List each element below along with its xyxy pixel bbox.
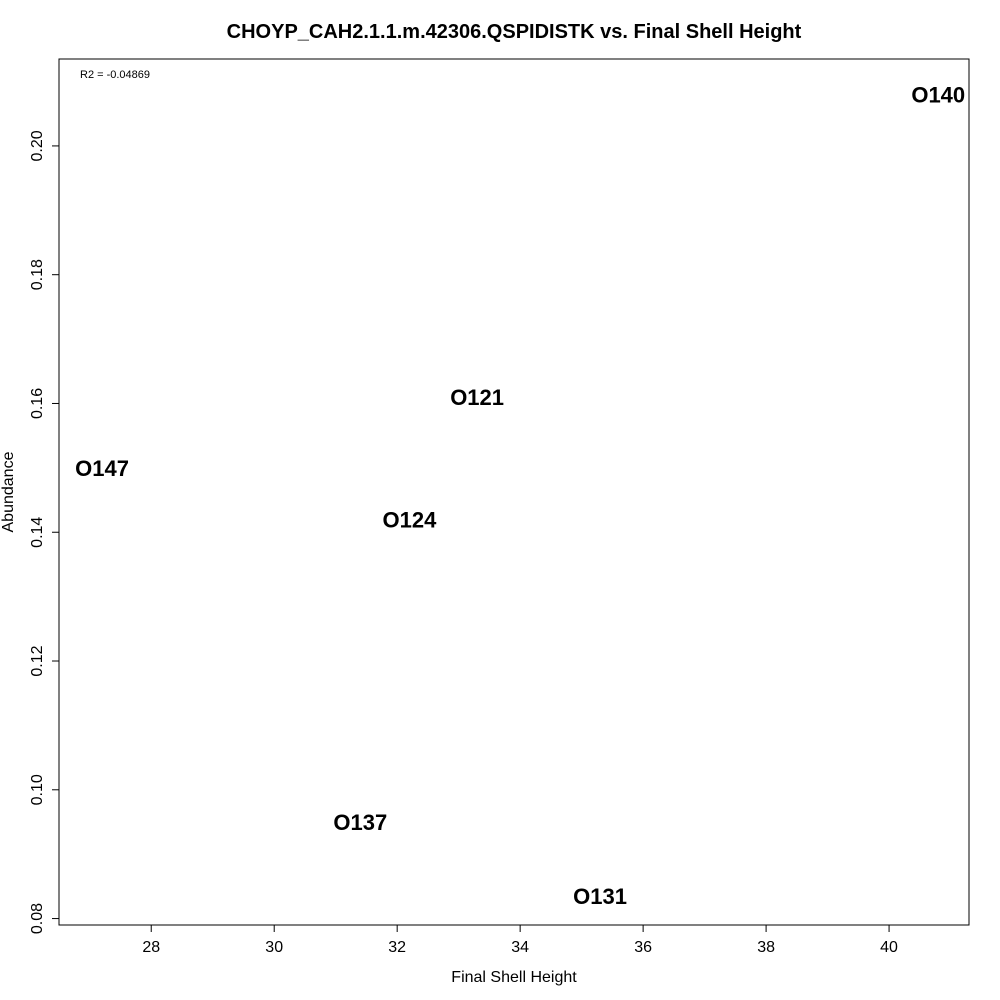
x-tick-label: 36	[634, 939, 652, 956]
point-label: O140	[911, 82, 965, 107]
point-label: O137	[333, 810, 387, 835]
x-axis: 28 30 32 34 36 38 40	[142, 924, 898, 956]
x-tick-label: 38	[757, 939, 775, 956]
y-tick-label: 0.18	[29, 259, 46, 290]
x-axis-label: Final Shell Height	[451, 969, 577, 986]
x-tick-label: 30	[265, 939, 283, 956]
x-tick-label: 34	[511, 939, 529, 956]
plot-frame	[58, 58, 970, 926]
x-tick-label: 40	[880, 939, 898, 956]
point-label: O131	[573, 884, 627, 909]
y-tick-label: 0.10	[29, 774, 46, 805]
x-tick-label: 28	[142, 939, 160, 956]
point-label: O147	[75, 456, 129, 481]
y-axis-label: Abundance	[0, 451, 17, 532]
y-tick-label: 0.20	[29, 130, 46, 161]
data-points: O140 O121 O147 O124 O137 O131	[75, 82, 965, 909]
y-tick-label: 0.16	[29, 388, 46, 419]
x-tick-label: 32	[388, 939, 406, 956]
point-label: O121	[450, 385, 504, 410]
point-label: O124	[383, 507, 438, 532]
chart-title: CHOYP_CAH2.1.1.m.42306.QSPIDISTK vs. Fin…	[227, 21, 802, 43]
y-tick-label: 0.08	[29, 903, 46, 934]
r2-annotation: R2 = -0.04869	[80, 69, 150, 81]
y-tick-label: 0.12	[29, 645, 46, 676]
y-tick-label: 0.14	[29, 517, 46, 548]
y-axis: 0.08 0.10 0.12 0.14 0.16 0.18 0.20	[29, 130, 60, 934]
